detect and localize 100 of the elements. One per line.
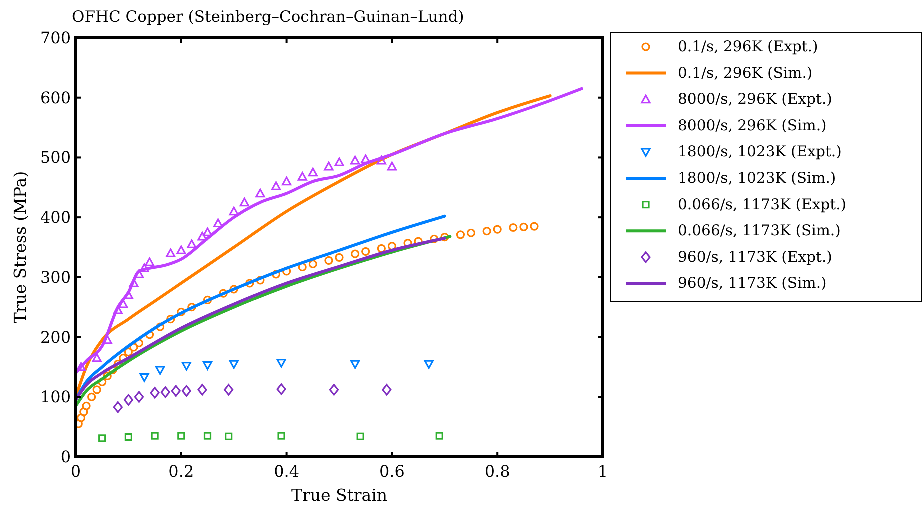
point bbox=[203, 296, 212, 304]
point bbox=[166, 315, 176, 324]
x-tick-label: 0.2 bbox=[168, 462, 194, 481]
y-tick-label: 600 bbox=[40, 88, 71, 108]
point bbox=[350, 360, 360, 370]
point bbox=[298, 172, 308, 181]
point bbox=[134, 338, 144, 348]
point bbox=[76, 414, 86, 422]
y-tick-label: 700 bbox=[40, 28, 71, 48]
y-tick-label: 200 bbox=[40, 328, 71, 347]
point bbox=[176, 246, 186, 254]
point bbox=[113, 306, 123, 314]
point bbox=[198, 232, 208, 241]
point bbox=[246, 279, 254, 288]
point bbox=[387, 162, 397, 171]
point bbox=[92, 386, 102, 394]
x-tick-label: 0.8 bbox=[484, 462, 510, 481]
point bbox=[202, 361, 213, 370]
point bbox=[156, 322, 165, 332]
y-tick-label: 400 bbox=[40, 208, 71, 228]
point bbox=[520, 222, 528, 232]
point bbox=[88, 392, 96, 402]
legend-label: 1800/s, 1023K (Expt.) bbox=[678, 144, 842, 161]
point bbox=[124, 394, 134, 406]
point bbox=[350, 156, 360, 165]
point bbox=[224, 384, 234, 396]
point bbox=[388, 242, 396, 251]
point bbox=[256, 276, 265, 285]
point bbox=[361, 154, 371, 164]
point bbox=[118, 300, 128, 308]
point bbox=[430, 234, 439, 244]
point bbox=[362, 247, 370, 256]
point bbox=[329, 384, 340, 396]
point bbox=[493, 225, 502, 234]
point bbox=[466, 228, 476, 238]
point bbox=[92, 353, 102, 362]
point bbox=[182, 385, 192, 397]
point bbox=[335, 253, 344, 262]
legend-label: 8000/s, 296K (Sim.) bbox=[678, 117, 827, 134]
point bbox=[225, 432, 233, 440]
point bbox=[166, 248, 176, 258]
point bbox=[182, 362, 192, 371]
point bbox=[482, 227, 492, 236]
point bbox=[140, 264, 150, 272]
point bbox=[424, 360, 434, 370]
chart-title: OFHC Copper (Steinberg–Cochran–Guinan–Lund) bbox=[72, 8, 464, 26]
point bbox=[272, 270, 281, 279]
legend-label: 1800/s, 1023K (Sim.) bbox=[678, 170, 836, 187]
point bbox=[308, 168, 318, 177]
point bbox=[324, 162, 334, 171]
point bbox=[150, 387, 160, 399]
point bbox=[82, 402, 91, 410]
y-axis-title: True Stress (MPa) bbox=[11, 171, 30, 324]
point bbox=[282, 176, 292, 186]
x-tick-label: 0.4 bbox=[274, 462, 300, 481]
legend-label: 960/s, 1173K (Sim.) bbox=[678, 275, 827, 292]
y-tick-label: 100 bbox=[40, 388, 71, 407]
point bbox=[98, 378, 107, 386]
point bbox=[276, 359, 286, 368]
y-tick-label: 500 bbox=[40, 148, 71, 168]
x-tick-label: 0.6 bbox=[379, 462, 405, 481]
point bbox=[509, 223, 518, 232]
line-series bbox=[76, 87, 584, 375]
point bbox=[324, 256, 334, 265]
point bbox=[204, 432, 212, 440]
point bbox=[129, 278, 139, 288]
legend-label: 960/s, 1173K (Expt.) bbox=[678, 248, 832, 266]
point bbox=[134, 391, 144, 403]
x-tick-label: 1 bbox=[598, 462, 608, 481]
point bbox=[103, 372, 112, 380]
point bbox=[145, 330, 154, 340]
legend-label: 8000/s, 296K (Expt.) bbox=[678, 91, 832, 108]
point bbox=[198, 384, 208, 396]
point bbox=[456, 230, 466, 240]
point bbox=[187, 240, 197, 249]
point bbox=[171, 385, 181, 397]
point bbox=[440, 233, 450, 242]
point bbox=[278, 432, 286, 440]
point bbox=[229, 360, 239, 370]
point bbox=[140, 373, 150, 382]
legend-label: 0.066/s, 1173K (Sim.) bbox=[678, 222, 841, 240]
point bbox=[240, 198, 250, 207]
point bbox=[298, 262, 307, 272]
point bbox=[178, 432, 186, 440]
point bbox=[113, 402, 123, 414]
point bbox=[377, 244, 386, 253]
point bbox=[124, 433, 132, 442]
point bbox=[436, 432, 444, 440]
point bbox=[376, 156, 386, 165]
point bbox=[188, 303, 196, 312]
point bbox=[230, 285, 238, 294]
point bbox=[144, 258, 155, 266]
point bbox=[98, 434, 106, 442]
point bbox=[130, 343, 138, 352]
point bbox=[256, 188, 266, 198]
point bbox=[229, 206, 239, 216]
point bbox=[351, 250, 360, 258]
point bbox=[308, 260, 318, 269]
point bbox=[202, 228, 213, 237]
point bbox=[530, 222, 539, 231]
